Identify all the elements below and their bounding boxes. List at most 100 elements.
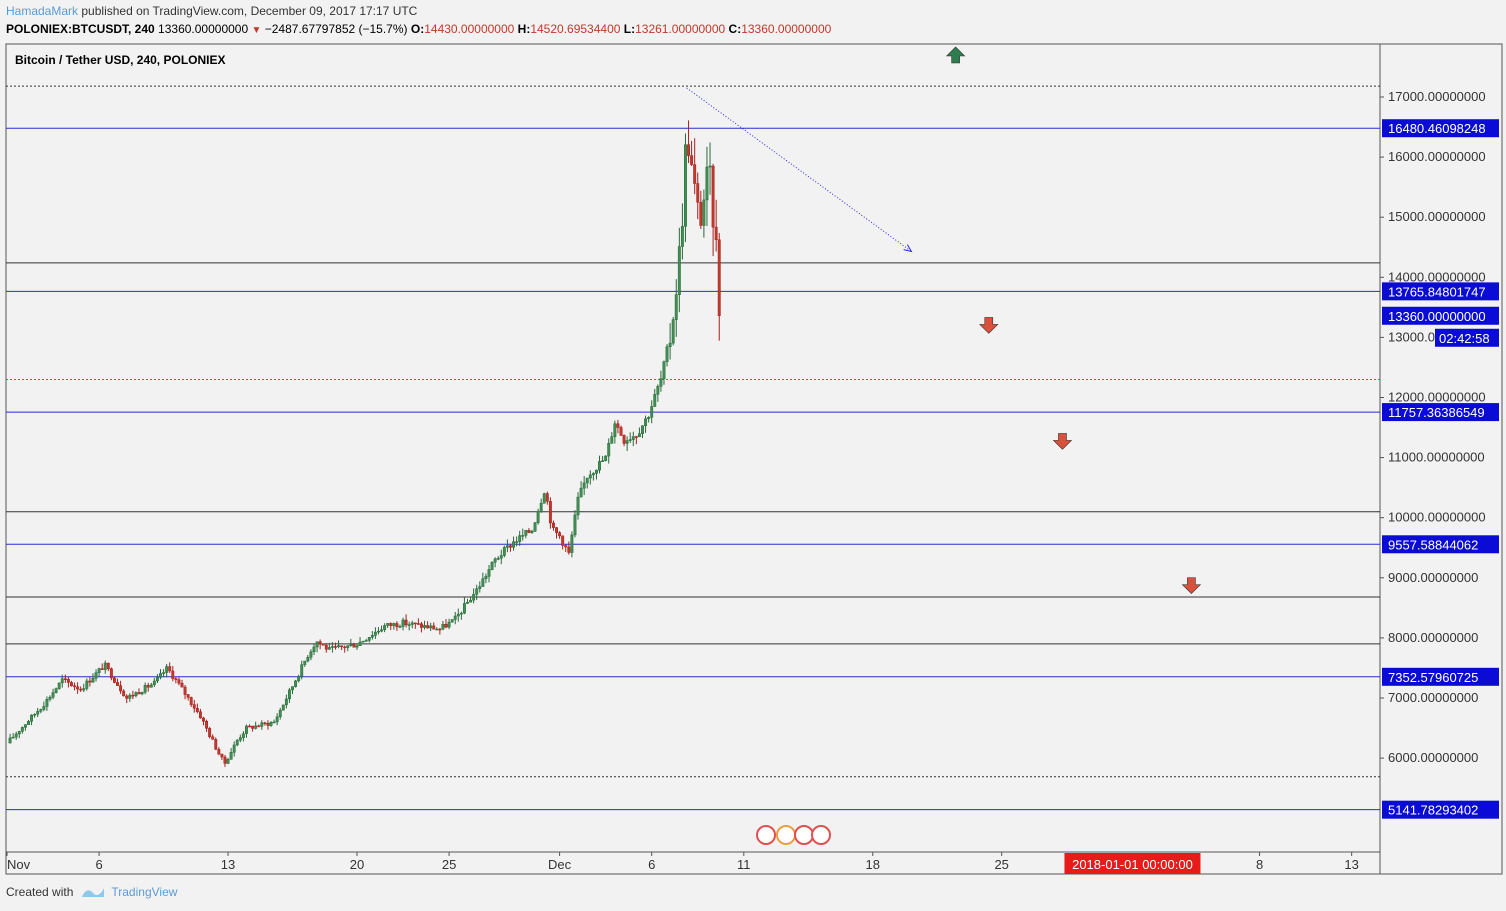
candle-body — [119, 685, 123, 692]
candle-body — [79, 688, 83, 691]
candle-body — [407, 624, 411, 626]
candle-body — [539, 503, 543, 513]
candle-body — [386, 623, 390, 626]
price-axis[interactable] — [1379, 43, 1503, 875]
price-label-box[interactable] — [1382, 667, 1499, 686]
candle-body — [536, 511, 540, 523]
price-label-text: 13765.84801747 — [1388, 284, 1486, 299]
candle-body — [515, 541, 519, 543]
events-icon[interactable] — [756, 825, 831, 845]
candle-body — [162, 672, 166, 674]
time-cursor-label: 2018-01-01 00:00:00 — [1072, 857, 1193, 872]
countdown-box — [1435, 328, 1499, 347]
candle-body — [251, 725, 255, 729]
candle-body — [671, 319, 675, 344]
arrow-down-icon[interactable] — [979, 317, 999, 334]
candle-body — [355, 645, 359, 648]
candle-body — [232, 744, 236, 753]
candle-body — [456, 613, 460, 617]
candle-body — [493, 558, 497, 563]
candle-body — [122, 690, 126, 697]
candle-body — [85, 680, 89, 689]
candle-body — [637, 433, 641, 438]
candle-body — [711, 165, 715, 228]
plot-area[interactable] — [5, 43, 1381, 853]
candle-body — [505, 545, 509, 548]
candle-body — [644, 418, 648, 426]
candle-body — [472, 594, 476, 601]
candle-body — [294, 680, 298, 687]
arrow-down-icon[interactable] — [1181, 577, 1202, 595]
x-tick-label: Nov — [7, 857, 31, 872]
price-label-box[interactable] — [1382, 535, 1499, 554]
trend-arrow-line[interactable] — [686, 87, 912, 252]
y-tick-label: 9000.00000000 — [1388, 570, 1478, 585]
x-tick-label: 13 — [1344, 857, 1358, 872]
candle-body — [116, 682, 119, 686]
candle-body — [149, 684, 153, 688]
y-tick-label: 14000.00000000 — [1388, 269, 1486, 284]
tradingview-link[interactable]: TradingView — [111, 885, 178, 899]
price-label-box[interactable] — [1382, 119, 1499, 138]
price-label-box[interactable] — [1382, 403, 1499, 422]
chart-title: Bitcoin / Tether USD, 240, POLONIEX — [15, 53, 226, 67]
candle-body — [524, 530, 528, 536]
arrow-down-icon[interactable] — [1052, 433, 1073, 450]
candle-body — [48, 696, 52, 700]
candle-body — [370, 635, 374, 638]
candle-body — [260, 722, 264, 727]
candle-body — [631, 436, 635, 440]
time-cursor-box[interactable] — [1064, 853, 1201, 874]
candle-body — [521, 535, 525, 537]
candle-body — [453, 615, 457, 620]
candle-body — [628, 439, 632, 441]
candle-body — [186, 694, 190, 698]
candle-body — [361, 640, 365, 643]
candle-body — [398, 626, 402, 628]
countdown-label: 02:42:58 — [1439, 331, 1490, 346]
candle-body — [373, 631, 377, 636]
time-axis[interactable] — [5, 851, 1381, 875]
candle-body — [475, 588, 479, 595]
candle-body — [594, 469, 598, 474]
candle-body — [545, 493, 549, 502]
candle-body — [39, 709, 43, 712]
candle-body — [278, 709, 282, 718]
candle-body — [438, 628, 442, 631]
candle-body — [674, 294, 678, 320]
candle-body — [502, 547, 506, 556]
candle-body — [248, 725, 251, 728]
candle-body — [558, 532, 562, 537]
price-label-box[interactable] — [1382, 282, 1499, 301]
candle-body — [183, 686, 187, 695]
candle-body — [51, 692, 55, 698]
candle-body — [165, 666, 169, 673]
candle-body — [155, 677, 159, 682]
candle-body — [585, 477, 589, 484]
published-text: published on TradingView.com, December 0… — [81, 4, 418, 18]
candle-body — [205, 721, 209, 729]
candle-body — [662, 361, 666, 379]
down-triangle-icon: ▼ — [251, 25, 262, 36]
candle-body — [284, 698, 288, 706]
price-label-box[interactable] — [1382, 800, 1499, 819]
author-link[interactable]: HamadaMark — [6, 4, 79, 18]
candle-body — [343, 646, 347, 649]
candle-body — [63, 678, 67, 680]
candle-body — [610, 436, 614, 444]
arrow-up-icon[interactable] — [945, 46, 966, 64]
high-label: H: — [517, 22, 531, 36]
candle-body — [668, 342, 672, 347]
candle-body — [696, 183, 700, 203]
candle-body — [340, 645, 344, 648]
candle-body — [512, 541, 515, 548]
candle-body — [152, 680, 156, 686]
candle-body — [180, 683, 184, 688]
candle-body — [300, 664, 304, 677]
candle-body — [542, 493, 546, 504]
candle-body — [91, 678, 95, 683]
price-label-box[interactable] — [1382, 306, 1499, 325]
candle-body — [245, 725, 248, 734]
candle-body — [604, 455, 608, 461]
